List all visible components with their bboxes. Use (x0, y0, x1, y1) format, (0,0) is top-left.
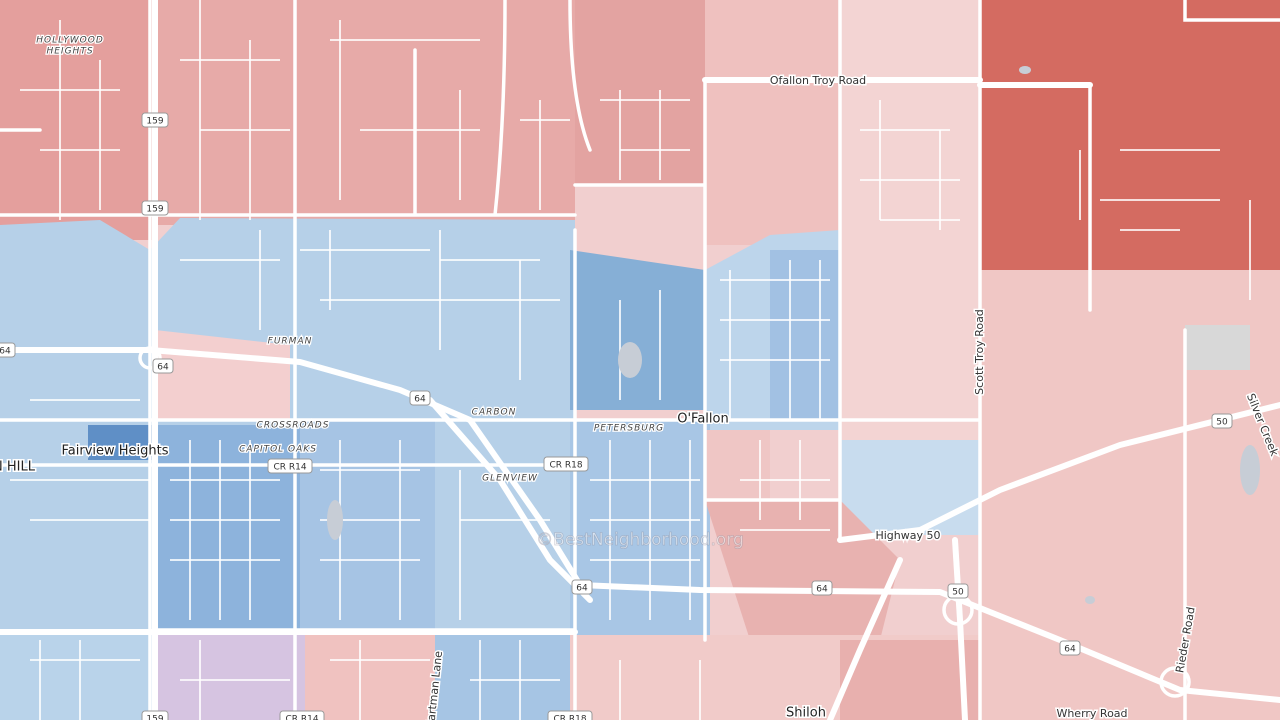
road-shield (409, 390, 431, 406)
place-label: N HILL (0, 460, 36, 475)
road-shield-label: 159 (146, 205, 163, 215)
road-shield-label: 159 (146, 117, 163, 127)
road-shield (1211, 413, 1233, 429)
water (327, 66, 1260, 604)
road-shield-label: 50 (1216, 418, 1228, 428)
neighborhood-label: GLENVIEW (482, 474, 538, 484)
road-shield (811, 580, 833, 596)
road-shield-label: 159 (146, 715, 163, 720)
place-label: Shiloh (786, 706, 826, 720)
road-shield (1059, 640, 1081, 656)
road-label: Scott Troy Road (973, 309, 986, 395)
neighborhood-label: CARBON (472, 408, 517, 418)
neighborhood-label: HEIGHTS (46, 47, 93, 57)
road-shield (267, 458, 313, 474)
road-label: Wherry Road (1056, 707, 1127, 720)
road-shield (141, 710, 169, 720)
watermark: ©BestNeighborhood.org (536, 530, 744, 550)
road-shield (571, 579, 593, 595)
road-shield-label: 64 (0, 347, 11, 357)
road-shield-label: 64 (576, 584, 588, 594)
neighborhood-label: FURMAN (268, 337, 313, 347)
road-label: Ofallon Troy Road (770, 74, 866, 87)
road-shield-label: 64 (1064, 645, 1076, 655)
neighborhood-label: CAPITOL OAKS (239, 445, 317, 455)
road-shield-label: CR R18 (553, 715, 586, 720)
neighborhood-label: PETERSBURG (594, 424, 664, 434)
road-shield (141, 112, 169, 128)
road-shield (141, 200, 169, 216)
road-shield (152, 358, 174, 374)
road-label: Highway 50 (875, 529, 940, 542)
place-label: O'Fallon (677, 412, 728, 427)
road-shield-label: CR R14 (285, 715, 318, 720)
road-shield (0, 342, 16, 358)
road-shield (947, 583, 969, 599)
road-shield-label: 50 (952, 588, 964, 598)
road-shield-label: 64 (157, 363, 169, 373)
place-label: Fairview Heights (61, 444, 168, 459)
road-shield-label: CR R14 (273, 463, 306, 473)
road-shield-label: 64 (414, 395, 426, 405)
road-shield (547, 710, 593, 720)
road-shield (543, 456, 589, 472)
road-shield-label: CR R18 (549, 461, 582, 471)
neighborhood-label: HOLLYWOOD (36, 36, 104, 46)
road-shield (279, 710, 325, 720)
neighborhood-label: CROSSROADS (257, 421, 330, 431)
road-shield-label: 64 (816, 585, 828, 595)
